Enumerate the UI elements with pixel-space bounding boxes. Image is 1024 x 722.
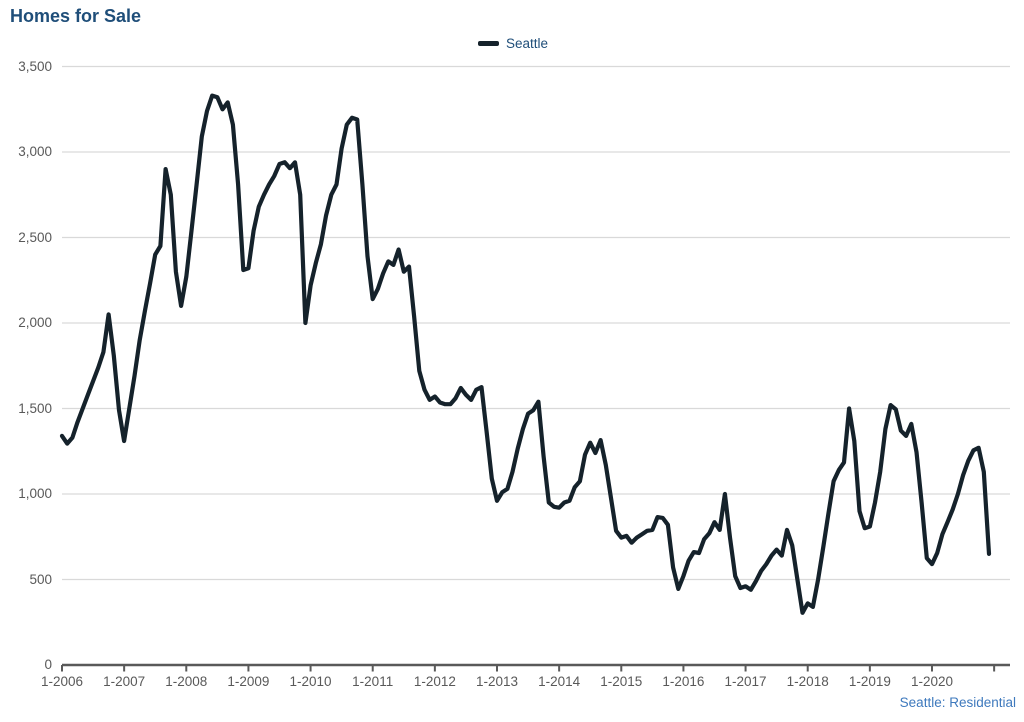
x-axis-tick-label: 1-2006 <box>40 674 84 689</box>
legend-line-swatch <box>478 40 499 46</box>
x-axis-tick-label: 1-2015 <box>600 674 643 689</box>
y-axis-tick-label: 500 <box>29 571 52 587</box>
x-axis-tick-label: 1-2008 <box>165 674 208 689</box>
x-axis-tick-label: 1-2012 <box>413 674 456 689</box>
x-axis-tick-label: 1-2013 <box>475 674 519 689</box>
y-axis-tick-label: 2,000 <box>18 315 52 330</box>
legend-label: Seattle <box>506 35 549 51</box>
y-axis-tick-label: 3,000 <box>18 144 52 159</box>
x-axis-tick-label: 1-2020 <box>910 674 954 689</box>
footer-note: Seattle: Residential <box>899 695 1016 710</box>
x-axis-tick-label: 1-2009 <box>227 674 270 689</box>
x-axis-tick-label: 1-2010 <box>289 674 332 689</box>
x-axis-tick-label: 1-2016 <box>662 674 705 689</box>
y-axis-tick-label: 3,500 <box>18 58 52 74</box>
legend: Seattle <box>478 34 548 52</box>
chart-title: Homes for Sale <box>10 6 142 26</box>
x-axis-tick-label: 1-2018 <box>786 674 829 689</box>
x-axis-tick-label: 1-2011 <box>352 674 394 689</box>
y-axis-tick-label: 0 <box>44 657 52 672</box>
x-axis-tick-label: 1-2017 <box>724 674 767 689</box>
series-line-seattle <box>59 93 992 615</box>
y-axis-tick-label: 1,000 <box>18 486 52 501</box>
y-axis-tick-label: 2,500 <box>18 229 52 245</box>
y-axis-tick-label: 1,500 <box>18 400 52 416</box>
x-axis-tick-label: 1-2019 <box>848 674 891 689</box>
x-axis-tick-label: 1-2014 <box>538 674 581 689</box>
x-axis-tick-label: 1-2007 <box>103 674 146 689</box>
